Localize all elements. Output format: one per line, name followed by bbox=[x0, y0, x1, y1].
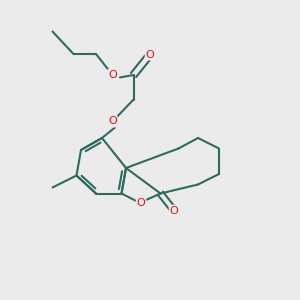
Text: O: O bbox=[146, 50, 154, 60]
Text: O: O bbox=[108, 70, 117, 80]
Text: O: O bbox=[169, 206, 178, 216]
Text: O: O bbox=[136, 198, 146, 208]
Text: O: O bbox=[108, 116, 117, 127]
